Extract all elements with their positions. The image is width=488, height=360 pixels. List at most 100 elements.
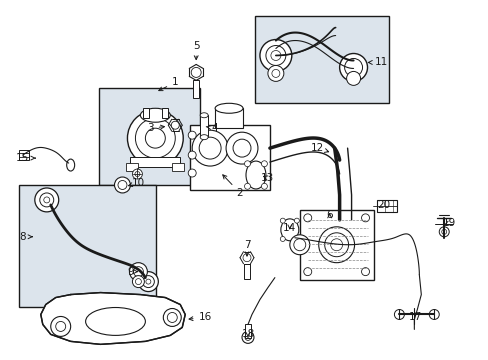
Circle shape bbox=[438, 227, 448, 237]
Bar bbox=[172, 163, 184, 171]
Text: 18: 18 bbox=[241, 329, 254, 339]
Text: 8: 8 bbox=[20, 232, 32, 242]
Circle shape bbox=[171, 121, 179, 129]
Circle shape bbox=[280, 218, 285, 223]
Circle shape bbox=[260, 40, 291, 71]
Circle shape bbox=[138, 272, 158, 292]
Circle shape bbox=[56, 321, 65, 332]
Circle shape bbox=[145, 279, 151, 284]
Circle shape bbox=[225, 132, 258, 164]
Circle shape bbox=[35, 188, 59, 212]
Circle shape bbox=[261, 161, 267, 167]
Circle shape bbox=[346, 71, 360, 85]
Bar bbox=[377, 200, 397, 212]
Text: 2: 2 bbox=[223, 175, 243, 198]
Ellipse shape bbox=[66, 159, 75, 171]
Circle shape bbox=[428, 310, 438, 319]
Bar bbox=[99, 88, 200, 185]
Circle shape bbox=[361, 268, 369, 276]
Circle shape bbox=[339, 54, 367, 81]
Circle shape bbox=[293, 239, 305, 251]
Circle shape bbox=[233, 139, 250, 157]
Circle shape bbox=[188, 131, 196, 139]
Text: 4: 4 bbox=[206, 123, 218, 133]
Ellipse shape bbox=[215, 103, 243, 113]
Text: 19: 19 bbox=[442, 218, 455, 228]
Circle shape bbox=[127, 110, 183, 166]
Bar bbox=[130, 157, 180, 167]
Circle shape bbox=[361, 214, 369, 222]
Text: 3: 3 bbox=[147, 123, 164, 133]
Circle shape bbox=[244, 334, 250, 340]
Circle shape bbox=[267, 66, 283, 81]
Circle shape bbox=[289, 235, 309, 255]
Circle shape bbox=[261, 183, 267, 189]
Bar bbox=[254, 15, 388, 103]
Circle shape bbox=[133, 267, 143, 276]
Circle shape bbox=[208, 143, 232, 167]
Circle shape bbox=[265, 45, 285, 66]
Bar bbox=[126, 163, 138, 171]
Circle shape bbox=[318, 227, 354, 263]
Circle shape bbox=[135, 171, 140, 176]
Bar bbox=[19, 185, 156, 306]
Circle shape bbox=[167, 312, 177, 323]
Circle shape bbox=[142, 276, 154, 288]
Ellipse shape bbox=[200, 113, 208, 118]
Circle shape bbox=[44, 197, 50, 203]
Circle shape bbox=[135, 279, 141, 285]
Circle shape bbox=[244, 161, 250, 167]
Circle shape bbox=[244, 183, 250, 189]
Circle shape bbox=[114, 177, 130, 193]
Text: 14: 14 bbox=[283, 223, 296, 233]
Circle shape bbox=[191, 67, 201, 77]
Circle shape bbox=[132, 169, 142, 179]
Text: 5: 5 bbox=[192, 41, 199, 60]
Ellipse shape bbox=[85, 307, 145, 336]
Circle shape bbox=[271, 69, 279, 77]
Bar bbox=[215, 108, 243, 128]
Circle shape bbox=[303, 214, 311, 222]
Circle shape bbox=[441, 229, 446, 234]
Circle shape bbox=[188, 169, 196, 177]
Circle shape bbox=[394, 310, 404, 319]
Ellipse shape bbox=[280, 219, 298, 241]
Circle shape bbox=[270, 50, 280, 60]
Circle shape bbox=[243, 254, 250, 262]
Circle shape bbox=[294, 237, 299, 242]
Circle shape bbox=[294, 218, 299, 223]
Text: 10: 10 bbox=[128, 178, 144, 188]
Circle shape bbox=[192, 130, 227, 166]
Bar bbox=[244, 324, 250, 338]
Circle shape bbox=[129, 263, 147, 280]
Circle shape bbox=[324, 233, 348, 257]
Circle shape bbox=[198, 133, 242, 177]
Ellipse shape bbox=[140, 108, 170, 122]
Text: 20: 20 bbox=[376, 200, 389, 210]
Circle shape bbox=[40, 193, 54, 207]
Circle shape bbox=[163, 309, 181, 327]
Text: 11: 11 bbox=[367, 58, 387, 67]
Circle shape bbox=[188, 151, 196, 159]
Circle shape bbox=[330, 239, 342, 251]
Circle shape bbox=[132, 276, 144, 288]
Polygon shape bbox=[41, 293, 185, 345]
Circle shape bbox=[135, 118, 175, 158]
Bar bbox=[143, 108, 149, 118]
Text: 15: 15 bbox=[16, 153, 35, 163]
Bar bbox=[162, 108, 168, 118]
Circle shape bbox=[145, 128, 165, 148]
Bar bbox=[19, 150, 29, 160]
Text: 9: 9 bbox=[127, 267, 137, 276]
Text: 17: 17 bbox=[408, 312, 421, 323]
Ellipse shape bbox=[245, 161, 265, 189]
Text: 7: 7 bbox=[243, 240, 250, 256]
Bar bbox=[244, 264, 249, 279]
Ellipse shape bbox=[200, 135, 208, 140]
Text: 16: 16 bbox=[189, 312, 211, 323]
Text: 12: 12 bbox=[310, 143, 328, 153]
Text: 6: 6 bbox=[325, 210, 332, 220]
Circle shape bbox=[199, 137, 221, 159]
Bar bbox=[193, 80, 199, 98]
Bar bbox=[299, 210, 374, 280]
